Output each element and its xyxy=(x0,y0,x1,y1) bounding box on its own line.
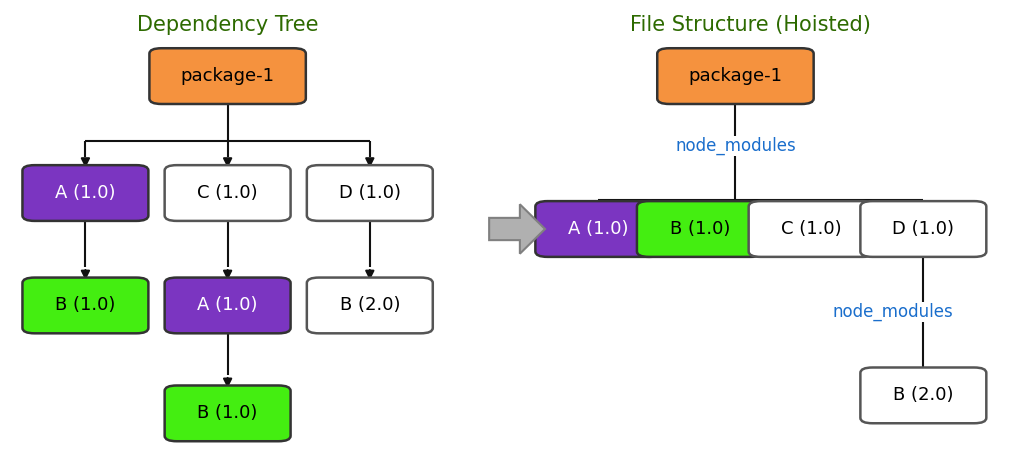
Text: B (1.0): B (1.0) xyxy=(670,220,730,238)
Text: B (2.0): B (2.0) xyxy=(893,387,953,404)
FancyBboxPatch shape xyxy=(637,201,763,257)
FancyBboxPatch shape xyxy=(307,278,433,333)
FancyBboxPatch shape xyxy=(860,201,986,257)
Text: C (1.0): C (1.0) xyxy=(781,220,842,238)
Text: File Structure (Hoisted): File Structure (Hoisted) xyxy=(630,16,871,35)
Text: package-1: package-1 xyxy=(180,67,274,85)
FancyBboxPatch shape xyxy=(307,165,433,221)
FancyBboxPatch shape xyxy=(165,278,291,333)
Text: A (1.0): A (1.0) xyxy=(568,220,629,238)
FancyBboxPatch shape xyxy=(165,165,291,221)
FancyBboxPatch shape xyxy=(860,367,986,423)
Text: B (2.0): B (2.0) xyxy=(340,296,400,315)
Text: B (1.0): B (1.0) xyxy=(55,296,116,315)
FancyBboxPatch shape xyxy=(657,48,814,104)
Text: D (1.0): D (1.0) xyxy=(339,184,400,202)
FancyBboxPatch shape xyxy=(150,48,306,104)
Text: B (1.0): B (1.0) xyxy=(198,404,258,422)
Polygon shape xyxy=(489,204,545,254)
FancyBboxPatch shape xyxy=(165,386,291,441)
FancyBboxPatch shape xyxy=(23,165,148,221)
FancyBboxPatch shape xyxy=(536,201,662,257)
Text: node_modules: node_modules xyxy=(833,303,953,322)
Text: node_modules: node_modules xyxy=(675,136,796,155)
FancyBboxPatch shape xyxy=(23,278,148,333)
Text: D (1.0): D (1.0) xyxy=(892,220,954,238)
FancyBboxPatch shape xyxy=(749,201,874,257)
Text: C (1.0): C (1.0) xyxy=(198,184,258,202)
Text: A (1.0): A (1.0) xyxy=(55,184,116,202)
Text: A (1.0): A (1.0) xyxy=(198,296,258,315)
Text: Dependency Tree: Dependency Tree xyxy=(137,16,318,35)
Text: package-1: package-1 xyxy=(688,67,782,85)
